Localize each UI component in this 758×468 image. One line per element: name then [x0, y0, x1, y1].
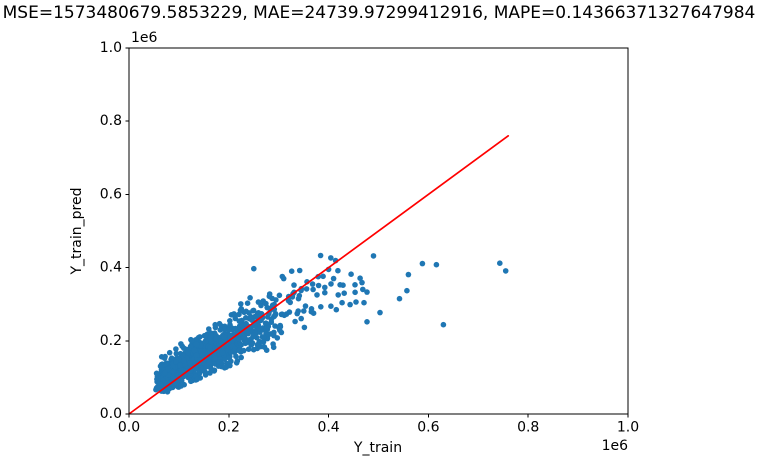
x-tick-label: 1.0 — [617, 420, 639, 436]
y-tick-label: 0.6 — [100, 186, 122, 202]
y-axis-offset-text: 1e6 — [131, 30, 158, 46]
y-tick-label: 0.8 — [100, 113, 122, 129]
y-tick-label: 1.0 — [100, 40, 122, 56]
identity-line — [128, 134, 510, 415]
y-axis-label: Y_train_pred — [69, 187, 85, 275]
x-axis-offset-text: 1e6 — [601, 438, 628, 454]
x-tick-label: 0.2 — [218, 420, 240, 436]
y-tick-label: 0.2 — [100, 333, 122, 349]
x-axis-label: Y_train — [353, 440, 403, 456]
scatter-series — [153, 252, 509, 395]
x-tick-label: 0.0 — [118, 420, 140, 436]
axes-spines — [128, 47, 629, 415]
y-axis-ticks: 0.0 0.2 0.4 0.6 0.8 1.0 — [100, 40, 129, 422]
y-tick-label: 0.0 — [100, 406, 122, 422]
x-tick-label: 0.8 — [517, 420, 539, 436]
x-axis-ticks: 0.0 0.2 0.4 0.6 0.8 1.0 — [118, 414, 639, 436]
x-tick-label: 0.4 — [317, 420, 339, 436]
x-tick-label: 0.6 — [417, 420, 439, 436]
y-tick-label: 0.4 — [100, 260, 122, 276]
chart-title: MSE=1573480679.5853229, MAE=24739.972994… — [2, 3, 756, 23]
